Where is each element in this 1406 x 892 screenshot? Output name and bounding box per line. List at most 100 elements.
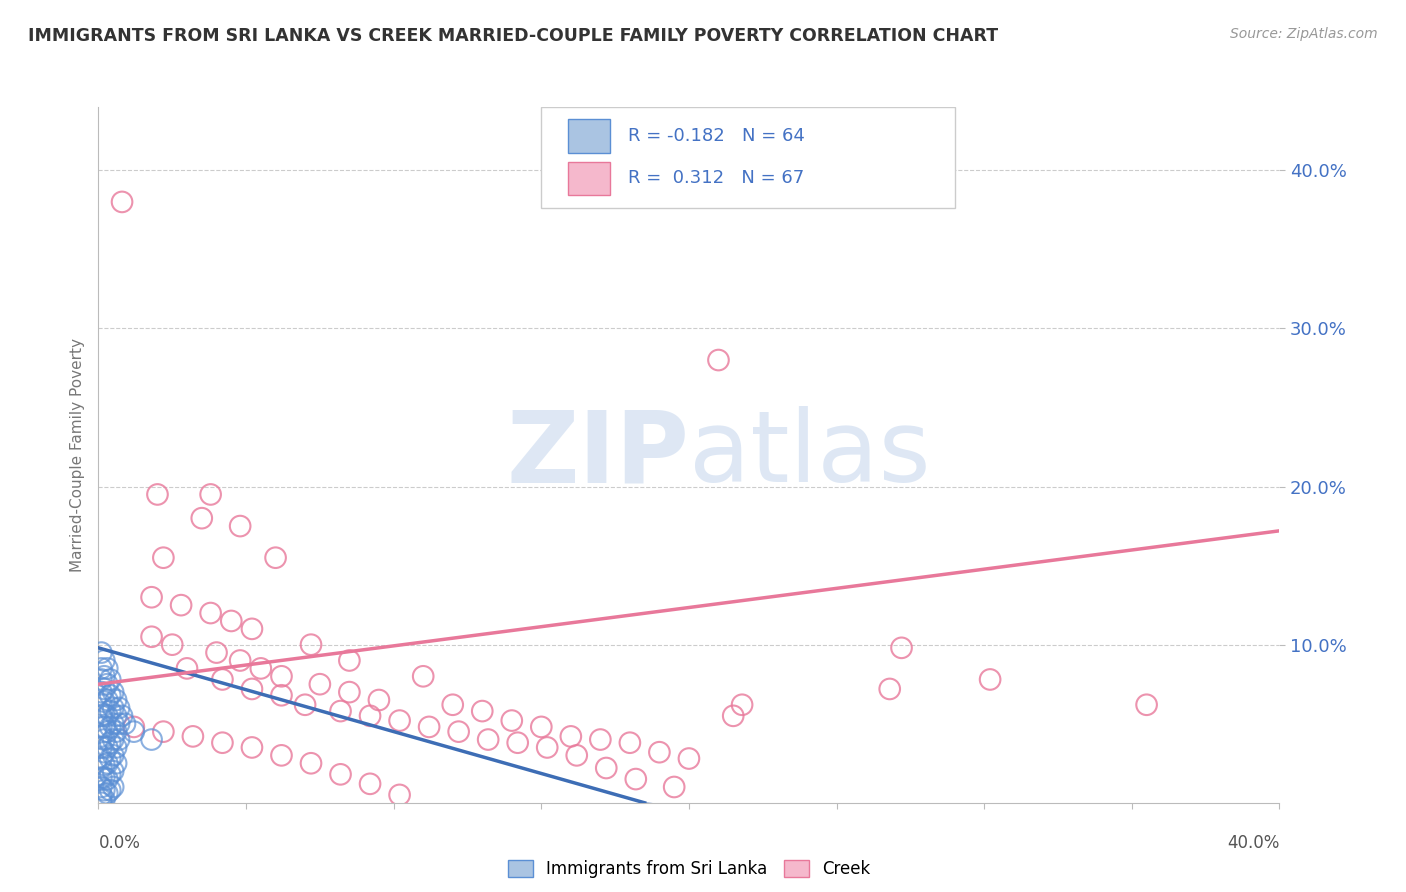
Point — [90, 792, 112, 806]
Point — [388, 788, 411, 802]
Point — [979, 673, 1001, 687]
Point — [441, 698, 464, 712]
Point — [98, 673, 121, 687]
Point — [595, 761, 617, 775]
Point — [103, 716, 125, 731]
Point — [93, 707, 115, 722]
Point — [368, 693, 391, 707]
Point — [96, 724, 118, 739]
Point — [270, 748, 292, 763]
Point — [114, 716, 136, 731]
Point — [170, 598, 193, 612]
Point — [93, 732, 115, 747]
Point — [93, 792, 115, 806]
Point — [122, 720, 145, 734]
Point — [93, 745, 115, 759]
Text: ZIP: ZIP — [506, 407, 689, 503]
Point — [229, 653, 252, 667]
Point — [93, 681, 115, 696]
Point — [103, 685, 125, 699]
Y-axis label: Married-Couple Family Poverty: Married-Couple Family Poverty — [69, 338, 84, 572]
Text: 0.0%: 0.0% — [98, 834, 141, 852]
Point — [477, 732, 499, 747]
Text: 40.0%: 40.0% — [1227, 834, 1279, 852]
Point — [90, 771, 112, 785]
Point — [240, 740, 263, 755]
Point — [536, 740, 558, 755]
Point — [108, 732, 131, 747]
Point — [98, 688, 121, 702]
Point — [211, 736, 233, 750]
Point — [388, 714, 411, 728]
Point — [103, 748, 125, 763]
Point — [240, 622, 263, 636]
Point — [176, 661, 198, 675]
Point — [98, 720, 121, 734]
Point — [96, 772, 118, 786]
Point — [90, 751, 112, 765]
Point — [98, 704, 121, 718]
Point — [731, 698, 754, 712]
Bar — [568, 161, 610, 195]
Point — [90, 761, 112, 775]
Point — [146, 487, 169, 501]
Point — [359, 708, 381, 723]
Point — [664, 780, 686, 794]
Point — [648, 745, 671, 759]
Point — [96, 786, 118, 800]
Point — [337, 653, 360, 667]
Point — [560, 730, 582, 744]
Point — [219, 614, 242, 628]
Point — [93, 783, 115, 797]
Point — [619, 736, 641, 750]
Point — [890, 640, 912, 655]
Point — [103, 732, 125, 747]
Point — [250, 661, 273, 675]
Point — [506, 736, 529, 750]
Point — [90, 730, 112, 744]
Point — [501, 714, 523, 728]
Point — [309, 677, 332, 691]
Point — [678, 751, 700, 765]
Point — [90, 673, 112, 687]
Point — [93, 720, 115, 734]
Point — [240, 681, 263, 696]
Point — [270, 688, 292, 702]
Point — [329, 767, 352, 781]
Point — [152, 724, 174, 739]
Point — [111, 194, 134, 209]
Point — [90, 780, 112, 794]
Point — [141, 591, 163, 605]
Point — [211, 673, 233, 687]
Point — [105, 756, 128, 771]
Point — [1135, 698, 1157, 712]
Point — [96, 756, 118, 771]
Point — [90, 788, 112, 802]
Point — [152, 550, 174, 565]
Text: Source: ZipAtlas.com: Source: ZipAtlas.com — [1230, 27, 1378, 41]
Point — [90, 685, 112, 699]
Point — [471, 704, 494, 718]
Point — [418, 720, 440, 734]
Point — [90, 720, 112, 734]
Point — [93, 669, 115, 683]
Point — [98, 783, 121, 797]
Point — [105, 740, 128, 755]
Point — [98, 751, 121, 765]
Point — [879, 681, 901, 696]
Point — [624, 772, 647, 786]
Point — [105, 724, 128, 739]
Point — [200, 606, 222, 620]
Point — [191, 511, 214, 525]
Point — [90, 796, 112, 810]
Point — [122, 724, 145, 739]
Point — [103, 701, 125, 715]
Point — [299, 638, 322, 652]
Point — [93, 757, 115, 772]
Point — [90, 740, 112, 755]
Point — [90, 698, 112, 712]
Point — [108, 716, 131, 731]
Point — [200, 487, 222, 501]
Point — [105, 693, 128, 707]
Text: atlas: atlas — [689, 407, 931, 503]
